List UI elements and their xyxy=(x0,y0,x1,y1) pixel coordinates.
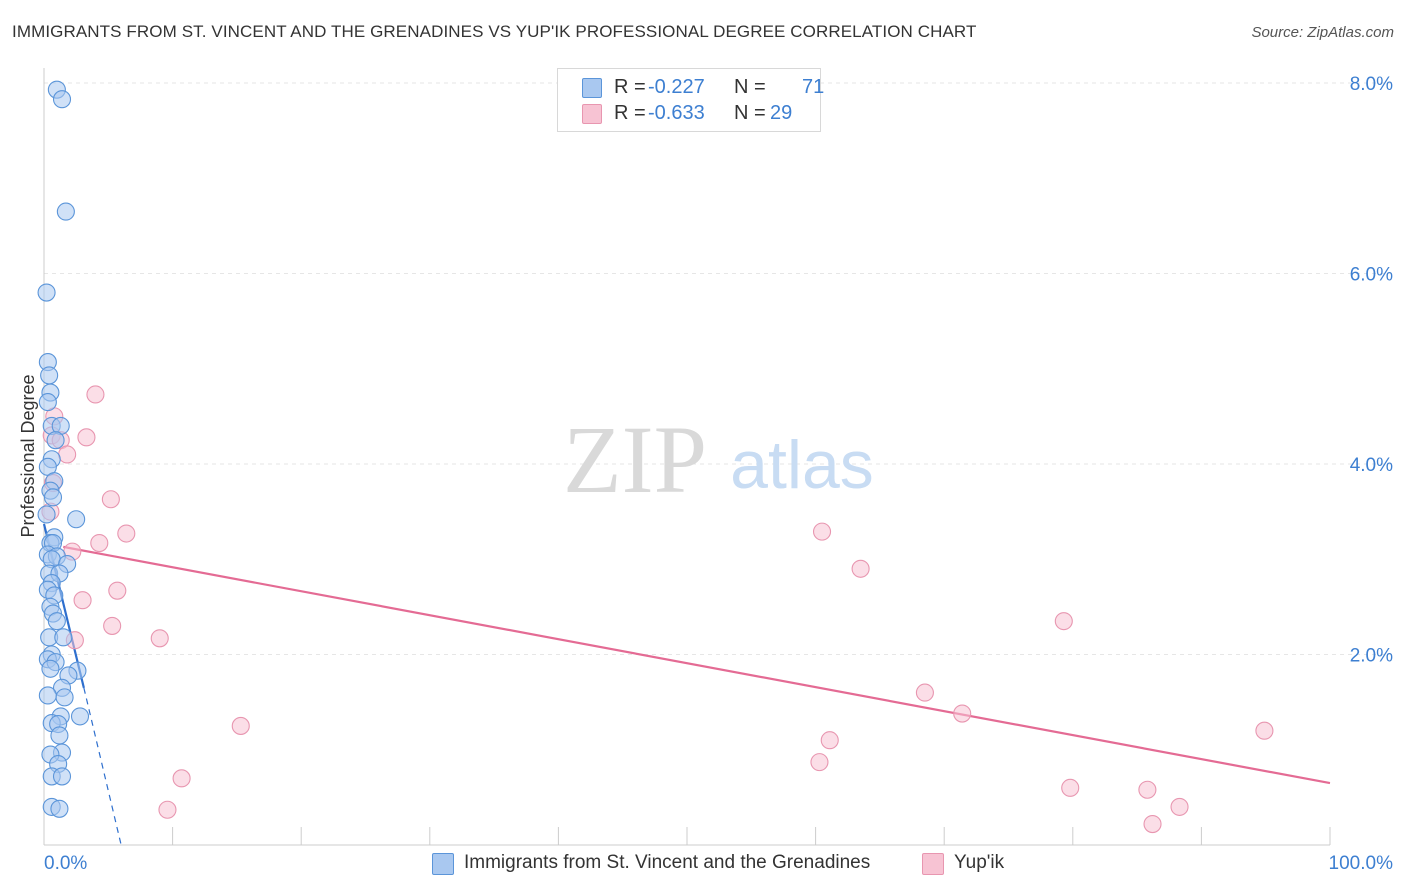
legend-n-value: 29 xyxy=(770,102,793,124)
legend-r-label: R = xyxy=(614,76,646,98)
yupik-point xyxy=(953,704,972,723)
trend-lines xyxy=(42,523,1331,846)
yupik-point xyxy=(73,591,92,610)
y-tick-label: 4.0% xyxy=(1350,455,1393,476)
yupik-point xyxy=(1255,721,1274,740)
immigrants-point xyxy=(56,202,75,221)
tick-labels: 2.0% 4.0% 6.0% 8.0% 0.0% 100.0% xyxy=(44,74,1393,874)
yupik-point xyxy=(108,581,127,600)
immigrants-point xyxy=(52,767,72,786)
yupik-point xyxy=(810,753,829,772)
immigrants-point xyxy=(50,799,69,818)
blue-swatch xyxy=(582,78,602,98)
yupik-point xyxy=(812,522,832,541)
svg-immigrants-points xyxy=(37,80,90,818)
legend-r-label: R = xyxy=(614,102,646,124)
immigrants-point xyxy=(41,659,60,678)
legend-label-yupik: Yup'ik xyxy=(954,852,1005,873)
correlation-legend: R = -0.227 N = 71 R = -0.633 N = 29 xyxy=(557,68,825,132)
yupik-point xyxy=(1054,612,1073,631)
legend-r-value: -0.633 xyxy=(648,102,705,124)
yupik-point xyxy=(86,385,105,404)
yupik-point xyxy=(117,524,136,543)
watermark-zip: ZIP xyxy=(563,406,707,513)
yupik-point xyxy=(77,428,96,447)
yupik-point xyxy=(915,683,934,702)
legend-r-value: -0.227 xyxy=(648,76,705,98)
pink-swatch xyxy=(922,853,944,875)
immigrants-point xyxy=(37,283,56,302)
pink-swatch xyxy=(582,104,602,124)
immigrants-point xyxy=(55,688,74,707)
y-tick-label: 6.0% xyxy=(1350,265,1393,286)
yupik-point xyxy=(150,629,169,648)
legend-n-value: 71 xyxy=(802,76,825,98)
legend-n-label: N = xyxy=(734,76,766,98)
yupik-point xyxy=(172,769,191,788)
y-tick-label: 2.0% xyxy=(1350,646,1393,667)
yupik-point xyxy=(101,490,120,509)
chart-title: IMMIGRANTS FROM ST. VINCENT AND THE GREN… xyxy=(12,22,977,41)
y-tick-label: 8.0% xyxy=(1350,74,1393,95)
yupik-point xyxy=(158,800,177,819)
immigrants-point xyxy=(54,628,73,647)
immigrants-point xyxy=(70,707,90,726)
yupik-point xyxy=(90,534,109,553)
legend-n-label: N = xyxy=(734,102,766,124)
immigrants-point xyxy=(40,366,59,385)
immigrants-point xyxy=(52,90,72,109)
legend-label-immigrants: Immigrants from St. Vincent and the Gren… xyxy=(464,852,871,873)
immigrants-point xyxy=(38,393,57,412)
yupik-point xyxy=(1170,797,1189,816)
x-tick-label-max: 100.0% xyxy=(1329,853,1394,874)
yupik-point xyxy=(231,716,250,735)
yupik-point xyxy=(1061,778,1080,797)
immigrants-point xyxy=(38,686,57,705)
y-axis-label: Professional Degree xyxy=(18,374,38,537)
gridlines xyxy=(44,82,1392,655)
immigrants-point xyxy=(46,431,65,450)
yupik-point xyxy=(103,616,122,635)
immigrants-point xyxy=(43,488,63,507)
watermark-atlas: atlas xyxy=(730,427,874,503)
yupik-point xyxy=(1138,780,1157,799)
yupik-point xyxy=(1143,814,1162,834)
yupik-trend-line xyxy=(63,545,1331,785)
yupik-point xyxy=(851,559,870,578)
yupik-point xyxy=(58,445,77,464)
x-tick-label-min: 0.0% xyxy=(44,853,87,874)
immigrants-point xyxy=(67,510,86,529)
blue-swatch xyxy=(432,853,454,875)
immigrants-trend-extension xyxy=(83,687,122,846)
immigrants-point xyxy=(50,726,69,745)
immigrants-point xyxy=(37,505,56,524)
watermark: ZIP atlas xyxy=(563,406,874,513)
immigrants-point xyxy=(47,612,66,631)
yupik-point xyxy=(820,731,839,750)
source-label: Source: ZipAtlas.com xyxy=(1251,24,1394,41)
